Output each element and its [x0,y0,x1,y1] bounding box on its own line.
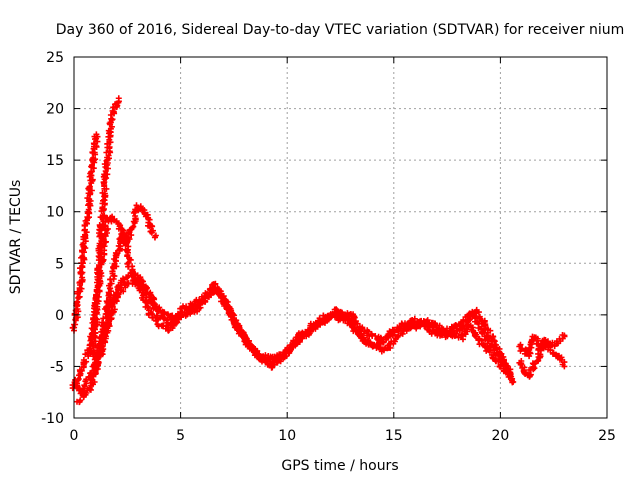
y-axis-label: SDTVAR / TECUs [8,180,24,295]
x-tick-label: 15 [385,428,403,444]
plot-frame [73,56,608,419]
data-points [90,275,515,380]
x-axis-label: GPS time / hours [281,458,398,474]
x-tick-label: 20 [491,428,509,444]
x-axis-ticks: 0 5 10 15 20 25 [70,57,616,444]
data-marks [69,95,568,406]
chart-title: Day 360 of 2016, Sidereal Day-to-day VTE… [56,22,625,38]
y-axis-ticks: -10 -5 0 5 10 15 20 25 [41,50,607,427]
data-points [69,202,159,392]
y-tick-label: -10 [41,411,64,427]
series-track-3 [69,202,159,392]
y-tick-label: 5 [55,256,64,272]
x-tick-label: 25 [598,428,616,444]
y-tick-label: -5 [50,359,64,375]
series-track-8 [516,336,568,380]
data-points [516,336,568,380]
y-tick-label: 0 [55,308,64,324]
y-tick-label: 25 [46,50,64,66]
x-tick-label: 0 [70,428,79,444]
series-track-4 [71,227,515,397]
y-tick-label: 10 [46,205,64,221]
series-track-6 [90,275,515,380]
data-points [71,227,515,397]
x-tick-label: 10 [278,428,296,444]
y-tick-label: 15 [46,153,64,169]
x-tick-label: 5 [176,428,185,444]
y-tick-label: 20 [46,102,64,118]
